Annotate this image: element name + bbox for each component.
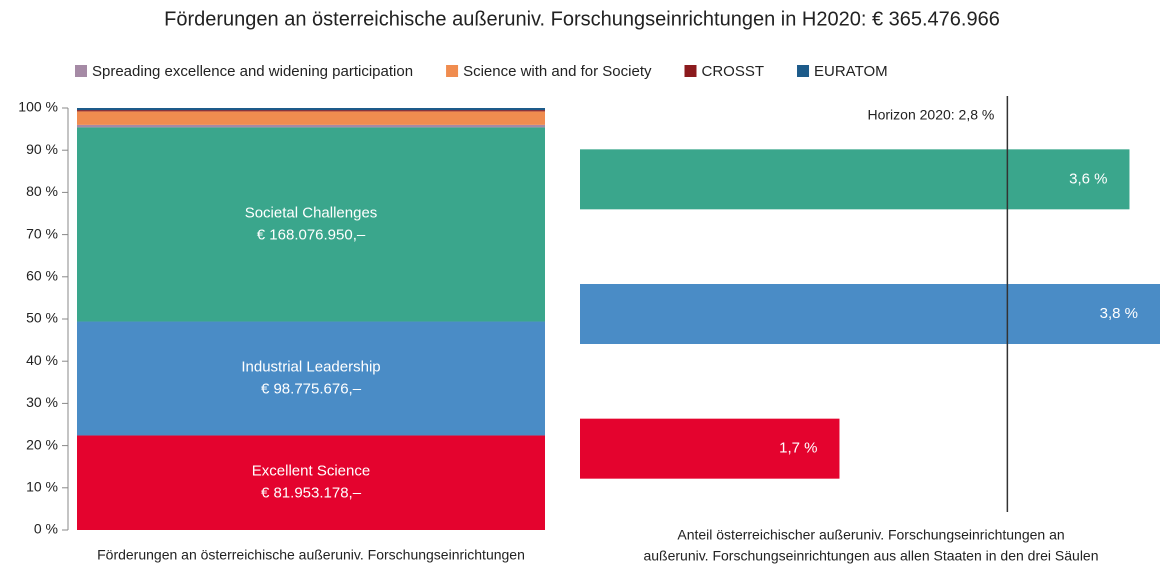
y-tick-label: 30 %	[26, 394, 58, 410]
y-tick-label: 60 %	[26, 268, 58, 284]
bar-segment	[77, 124, 545, 128]
legend-label: EURATOM	[814, 63, 888, 80]
y-tick-label: 20 %	[26, 436, 58, 452]
y-tick-label: 100 %	[18, 99, 58, 115]
legend-swatch	[684, 65, 697, 77]
x-axis-label: Förderungen an österreichische außeruniv…	[97, 547, 525, 563]
legend-label: Science with and for Society	[463, 63, 652, 80]
segment-label: Excellent Science	[252, 463, 370, 480]
bar-segment	[77, 110, 545, 112]
segment-amount: € 168.076.950,–	[257, 226, 366, 243]
y-tick-label: 90 %	[26, 141, 58, 157]
legend-label: CROSST	[702, 63, 765, 80]
x-axis-label: außeruniv. Forschungseinrichtungen aus a…	[643, 548, 1098, 564]
segment-label: Societal Challenges	[245, 204, 378, 221]
bar	[580, 418, 840, 479]
y-tick-label: 10 %	[26, 479, 58, 495]
segment-amount: € 81.953.178,–	[261, 485, 362, 502]
reference-label: Horizon 2020: 2,8 %	[868, 107, 995, 123]
chart-title: Förderungen an österreichische außeruniv…	[164, 8, 1000, 30]
y-tick-label: 50 %	[26, 310, 58, 326]
legend-swatch	[446, 65, 459, 77]
segment-label: Industrial Leadership	[241, 358, 380, 375]
y-tick-label: 0 %	[34, 521, 58, 537]
bar-segment	[77, 127, 545, 322]
bar-segment	[77, 435, 545, 530]
x-axis-label: Anteil österreichischer außeruniv. Forsc…	[677, 527, 1064, 543]
y-tick-label: 40 %	[26, 352, 58, 368]
value-label: 3,8 %	[1100, 305, 1138, 322]
y-tick-label: 80 %	[26, 183, 58, 199]
bar-segment	[77, 321, 545, 436]
y-tick-label: 70 %	[26, 225, 58, 241]
value-label: 3,6 %	[1069, 170, 1107, 187]
legend-swatch	[797, 65, 810, 77]
bar-segment	[77, 108, 545, 111]
segment-amount: € 98.775.676,–	[261, 380, 362, 397]
legend-swatch	[75, 65, 87, 77]
bar	[580, 149, 1130, 210]
value-label: 1,7 %	[779, 440, 817, 457]
legend-label: Spreading excellence and widening partic…	[92, 63, 413, 80]
bar-segment	[77, 111, 545, 125]
bar	[580, 284, 1160, 344]
